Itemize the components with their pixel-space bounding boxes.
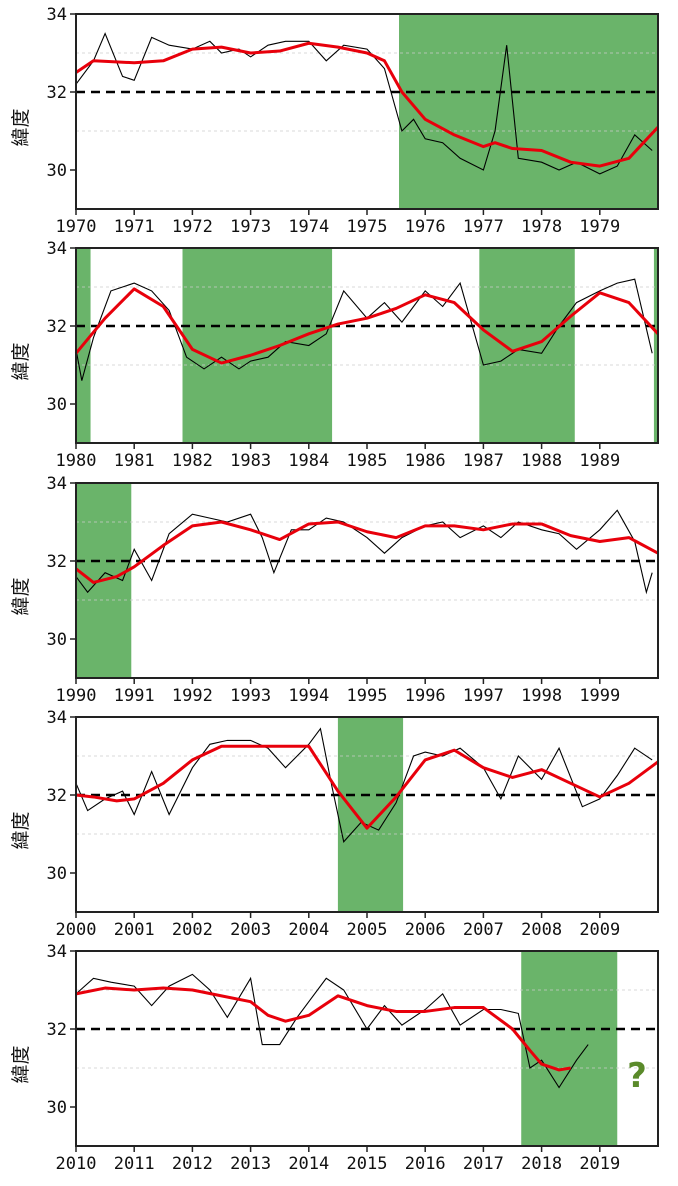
x-tick-label: 2018 xyxy=(521,1154,562,1174)
x-tick-label: 1981 xyxy=(114,451,155,471)
x-tick-label: 2007 xyxy=(463,920,504,940)
x-tick-label: 2003 xyxy=(230,920,271,940)
smoothed-series-line xyxy=(74,287,660,365)
x-tick-label: 1999 xyxy=(579,686,620,706)
x-tick-label: 1971 xyxy=(114,217,155,237)
y-tick-label: 34 xyxy=(47,942,67,962)
x-tick-label: 1994 xyxy=(288,686,329,706)
y-tick-label: 34 xyxy=(47,708,67,728)
x-tick-label: 1974 xyxy=(288,217,329,237)
x-tick-label: 2002 xyxy=(172,920,213,940)
x-tick-label: 1977 xyxy=(463,217,504,237)
raw-series-line xyxy=(75,727,653,843)
smoothed-series-line xyxy=(75,986,571,1072)
x-tick-label: 1996 xyxy=(405,686,446,706)
subplot-1: 34 32 30 1970 1971 1972 1973 1974 1975 1976 1977 19… xyxy=(10,5,660,237)
y-tick-label: 34 xyxy=(47,474,67,494)
y-axis-label: 緯度 xyxy=(10,108,32,146)
x-tick-label: 1972 xyxy=(172,217,213,237)
x-tick-label: 1978 xyxy=(521,217,562,237)
smoothed-series-line xyxy=(75,744,659,830)
y-axis-label: 緯度 xyxy=(10,1045,32,1083)
y-tick-label: 30 xyxy=(47,161,67,181)
y-tick-label: 30 xyxy=(47,1098,67,1118)
x-tick-label: 1976 xyxy=(405,217,446,237)
y-tick-label: 34 xyxy=(47,5,67,25)
x-tick-label: 1989 xyxy=(579,451,620,471)
x-tick-label: 1979 xyxy=(579,217,620,237)
x-tick-label: 1997 xyxy=(463,686,504,706)
x-tick-label: 2011 xyxy=(114,1154,155,1174)
x-tick-label: 1975 xyxy=(347,217,388,237)
raw-series-line xyxy=(75,278,653,381)
x-tick-label: 2008 xyxy=(521,920,562,940)
x-tick-label: 2014 xyxy=(288,1154,329,1174)
y-tick-label: 30 xyxy=(47,395,67,415)
x-tick-label: 1982 xyxy=(172,451,213,471)
x-tick-label: 2019 xyxy=(579,1154,620,1174)
x-tick-label: 1991 xyxy=(114,686,155,706)
x-tick-label: 2012 xyxy=(172,1154,213,1174)
x-tick-label: 2016 xyxy=(405,1154,446,1174)
x-tick-label: 1993 xyxy=(230,686,271,706)
x-tick-label: 2004 xyxy=(288,920,329,940)
y-axis-label: 緯度 xyxy=(10,342,32,380)
subplot-4: 34 32 30 2000 2001 2002 2003 2004 2005 2006 2007 20… xyxy=(10,708,659,940)
x-tick-label: 1990 xyxy=(56,686,97,706)
y-tick-label: 32 xyxy=(47,83,67,103)
y-tick-label: 32 xyxy=(47,317,67,337)
x-tick-label: 1995 xyxy=(347,686,388,706)
raw-series-line xyxy=(75,509,653,595)
x-tick-label: 1980 xyxy=(56,451,97,471)
x-tick-label: 1992 xyxy=(172,686,213,706)
raw-series-line xyxy=(75,973,589,1089)
x-tick-label: 1970 xyxy=(56,217,97,237)
x-tick-label: 1984 xyxy=(288,451,329,471)
subplot-5: 34 32 30 2010 2011 2012 2013 2014 2015 2016 2017 20… xyxy=(10,942,659,1174)
y-tick-label: 30 xyxy=(47,864,67,884)
shaded-period xyxy=(399,14,658,209)
x-tick-label: 1998 xyxy=(521,686,562,706)
x-tick-label: 1986 xyxy=(405,451,446,471)
subplot-3: 34 32 30 1990 1991 1992 1993 1994 1995 1996 1997 19… xyxy=(10,474,659,706)
plot-frame xyxy=(75,482,659,679)
y-tick-label: 32 xyxy=(47,1020,67,1040)
y-axis-label: 緯度 xyxy=(10,577,32,615)
x-tick-label: 1987 xyxy=(463,451,504,471)
x-tick-label: 2005 xyxy=(347,920,388,940)
x-tick-label: 2000 xyxy=(56,920,97,940)
x-tick-label: 2001 xyxy=(114,920,155,940)
smoothed-series-line xyxy=(75,520,659,584)
shaded-period xyxy=(337,717,404,912)
x-tick-label: 1983 xyxy=(230,451,271,471)
x-tick-label: 1985 xyxy=(347,451,388,471)
x-tick-label: 1988 xyxy=(521,451,562,471)
x-tick-label: 2015 xyxy=(347,1154,388,1174)
subplot-2: 34 32 30 1980 1981 1982 1983 1984 1985 1986 1987 19… xyxy=(10,239,660,471)
smoothed-series-line xyxy=(75,41,660,168)
y-tick-label: 34 xyxy=(47,239,67,259)
question-mark-annotation: ? xyxy=(627,1056,647,1096)
x-tick-label: 2017 xyxy=(463,1154,504,1174)
y-tick-label: 32 xyxy=(47,552,67,572)
y-tick-label: 32 xyxy=(47,786,67,806)
shaded-period xyxy=(521,951,618,1146)
x-tick-label: 2006 xyxy=(405,920,446,940)
y-tick-label: 30 xyxy=(47,630,67,650)
x-tick-label: 1973 xyxy=(230,217,271,237)
x-tick-label: 2009 xyxy=(579,920,620,940)
x-tick-label: 2013 xyxy=(230,1154,271,1174)
y-axis-label: 緯度 xyxy=(10,811,32,849)
x-tick-label: 2010 xyxy=(56,1154,97,1174)
shaded-period xyxy=(653,248,658,443)
raw-series-line xyxy=(75,32,653,175)
